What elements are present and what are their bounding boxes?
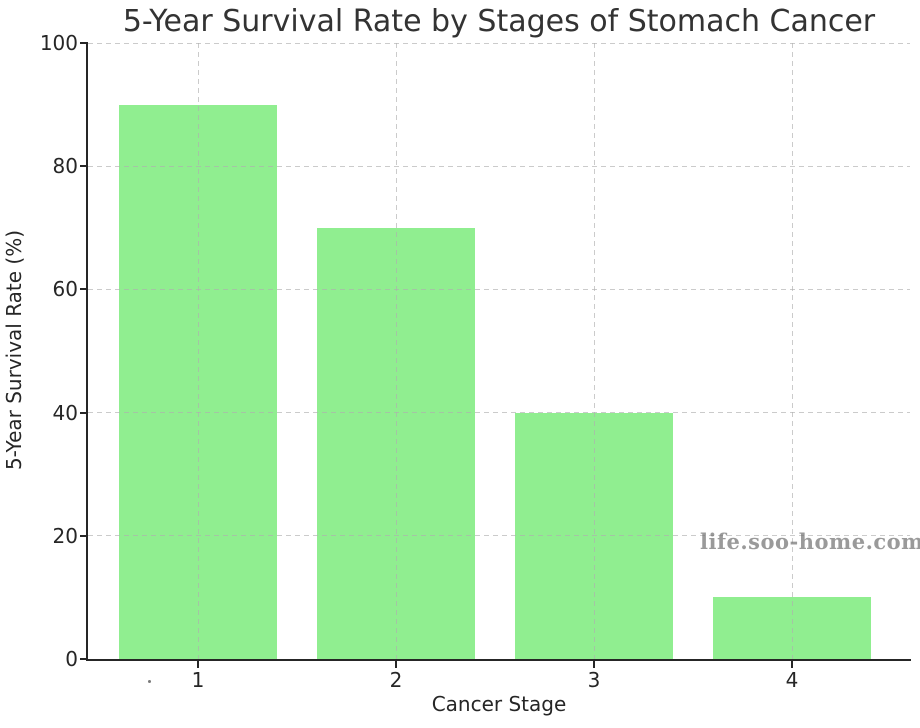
x-tick-mark-1 xyxy=(197,661,199,668)
y-tick-label-20: 20 xyxy=(52,523,78,548)
x-axis-spine xyxy=(86,659,911,661)
y-tick-label-100: 100 xyxy=(39,31,78,55)
y-gridline-60 xyxy=(88,288,910,290)
x-gridline-1 xyxy=(197,43,199,659)
stray-dot-artifact xyxy=(148,680,151,683)
x-tick-label-4: 4 xyxy=(785,668,799,692)
y-tick-label-40: 40 xyxy=(52,400,78,425)
y-axis-label: 5-Year Survival Rate (%) xyxy=(2,229,26,471)
x-tick-mark-4 xyxy=(791,661,793,668)
x-tick-mark-2 xyxy=(395,661,397,668)
y-tick-label-80: 80 xyxy=(52,154,78,179)
plot-area xyxy=(88,42,910,659)
y-tick-mark-100 xyxy=(80,42,87,44)
x-gridline-4 xyxy=(791,43,793,659)
y-gridline-100 xyxy=(88,42,910,44)
x-gridline-3 xyxy=(593,43,595,659)
x-tick-mark-3 xyxy=(593,661,595,668)
x-tick-label-3: 3 xyxy=(587,668,601,692)
y-gridline-40 xyxy=(88,412,910,414)
x-gridline-2 xyxy=(395,43,397,659)
y-tick-label-0: 0 xyxy=(65,647,78,671)
y-gridline-20 xyxy=(88,535,910,537)
x-tick-label-2: 2 xyxy=(389,668,403,692)
y-gridline-80 xyxy=(88,165,910,167)
y-tick-mark-60 xyxy=(80,288,87,291)
y-tick-mark-20 xyxy=(80,534,87,537)
watermark-text: life.soo-home.com xyxy=(700,529,920,554)
y-tick-mark-80 xyxy=(80,165,87,168)
y-tick-label-60: 60 xyxy=(52,277,78,302)
x-tick-label-1: 1 xyxy=(191,668,205,692)
y-tick-mark-40 xyxy=(80,411,87,414)
x-axis-label: Cancer Stage xyxy=(431,692,567,716)
y-tick-mark-0 xyxy=(80,658,87,660)
y-axis-spine xyxy=(86,42,88,661)
chart-title: 5-Year Survival Rate by Stages of Stomac… xyxy=(122,4,876,39)
